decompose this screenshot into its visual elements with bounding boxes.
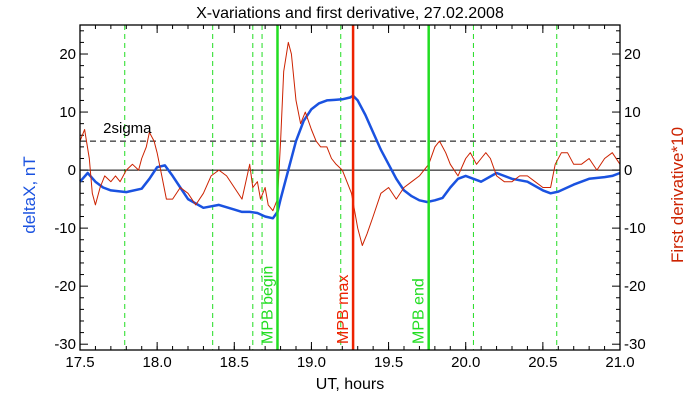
dashed-marker-group <box>124 25 558 350</box>
left-axis-label: deltaX, nT <box>20 156 39 234</box>
x-tick-label: 19.0 <box>297 354 326 371</box>
right-axis-label: First derivative*10 <box>668 127 687 263</box>
x-tick-label: 18.0 <box>143 354 172 371</box>
series-group <box>79 41 621 246</box>
x-tick-label: 20.5 <box>528 354 557 371</box>
event-marker-group <box>276 25 430 350</box>
y-tick-label-left: -20 <box>54 278 76 295</box>
x-tick-label: 20.0 <box>451 354 480 371</box>
y-tick-label-right: 0 <box>624 162 632 179</box>
chart-title: X-variations and first derivative, 27.02… <box>196 5 504 22</box>
derivative-series-line <box>79 41 621 246</box>
deltaX-series-line <box>79 94 621 220</box>
y-tick-label-right: -30 <box>624 336 646 353</box>
y-tick-label-left: -30 <box>54 336 76 353</box>
marker-label-group: MPB begin MPB max MPB end <box>259 266 427 344</box>
event-marker-label: MPB end <box>411 278 428 344</box>
tick-group <box>79 25 621 350</box>
y-tick-label-right: -20 <box>624 278 646 295</box>
y-tick-label-right: 10 <box>624 104 641 121</box>
y-tick-label-left: -10 <box>54 220 76 237</box>
x-tick-label: 21.0 <box>605 354 634 371</box>
x-tick-label: 17.5 <box>65 354 94 371</box>
tick-label-group: 17.5 18.0 18.5 19.0 19.5 20.0 20.5 21.0 20 20 10 10… <box>54 46 645 371</box>
x-tick-label: 19.5 <box>374 354 403 371</box>
reference-line-group <box>80 140 620 171</box>
event-marker-label: MPB begin <box>259 266 276 344</box>
y-tick-label-left: 0 <box>68 162 76 179</box>
x-axis-label: UT, hours <box>316 376 384 393</box>
y-tick-label-left: 10 <box>59 104 76 121</box>
y-tick-label-right: -10 <box>624 220 646 237</box>
x-tick-label: 18.5 <box>220 354 249 371</box>
y-tick-label-right: 20 <box>624 46 641 63</box>
event-marker-label: MPB max <box>335 275 352 344</box>
plot-frame <box>79 24 621 351</box>
threshold-label: 2sigma <box>103 120 152 137</box>
y-tick-label-left: 20 <box>59 46 76 63</box>
